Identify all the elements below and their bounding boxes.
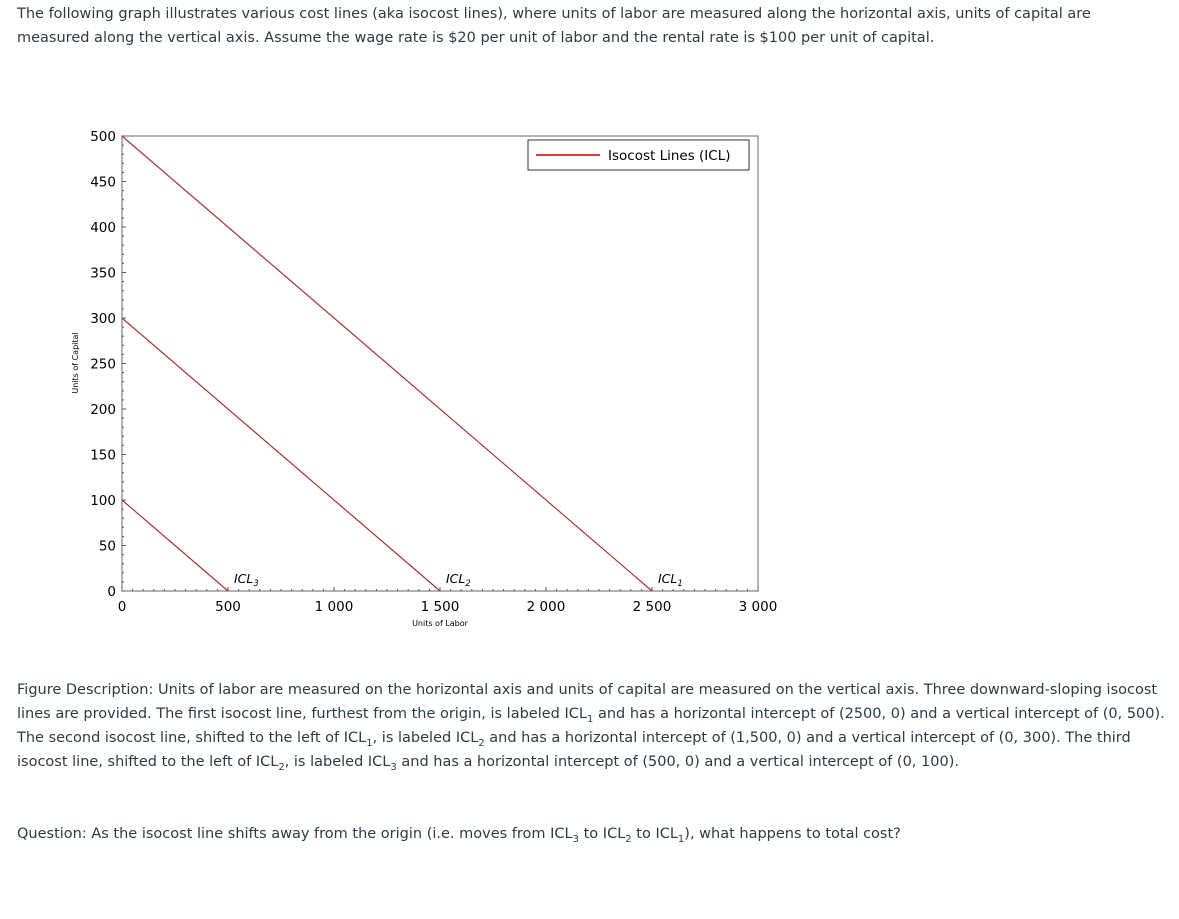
- x-axis-label: Units of Labor: [412, 619, 469, 628]
- question-part-3: to: [631, 826, 656, 842]
- question-part-1: Question: As the isocost line shifts awa…: [17, 826, 551, 842]
- x-tick-label: 2 000: [527, 599, 566, 615]
- y-tick-label: 450: [90, 175, 116, 191]
- x-axis-ticks: 0 500 1 000 1 500 2 000 2 500 3 000: [118, 587, 778, 615]
- desc-text-3: , is labeled: [372, 730, 456, 746]
- question-part-4: ), what happens to total cost?: [684, 826, 901, 842]
- isocost-line-icl3: [121, 499, 229, 592]
- isocost-line-labels: ICL1 ICL2 ICL3: [234, 571, 683, 589]
- y-tick-label: 0: [107, 584, 116, 600]
- question-icl-3: ICL: [655, 826, 678, 842]
- y-tick-label: 300: [90, 311, 116, 327]
- line-label-icl3: ICL3: [234, 571, 259, 589]
- y-tick-label: 350: [90, 266, 116, 282]
- plot-frame: [121, 135, 759, 592]
- desc-text-4: and has a horizontal intercept of (1,500…: [17, 730, 1131, 770]
- desc-text-5: , is labeled: [284, 754, 368, 770]
- x-tick-label: 0: [118, 599, 127, 615]
- question-icl-2: ICL: [602, 826, 626, 842]
- y-tick-label: 400: [90, 220, 116, 236]
- question-text: Question: As the isocost line shifts awa…: [17, 822, 1167, 846]
- desc-text-1: Figure Description: Units of labor are m…: [17, 682, 1158, 722]
- y-tick-label: 50: [99, 539, 116, 555]
- y-tick-label: 200: [90, 402, 116, 418]
- y-axis-ticks: 0 50 100 150 200 250 300 350 400 450 500: [90, 129, 126, 600]
- y-tick-label: 150: [90, 448, 116, 464]
- intro-text: The following graph illustrates various …: [17, 6, 1091, 46]
- x-tick-label: 1 000: [315, 599, 354, 615]
- figure-description: Figure Description: Units of labor are m…: [17, 678, 1172, 774]
- desc-icl-4-sub: 2: [278, 761, 285, 773]
- desc-icl-5-sub: 3: [390, 761, 397, 773]
- x-tick-label: 3 000: [739, 599, 778, 615]
- question-icl-1: ICL: [550, 826, 573, 842]
- legend-label: Isocost Lines (ICL): [608, 148, 731, 164]
- y-tick-label: 250: [90, 357, 116, 373]
- line-label-icl1: ICL1: [658, 571, 683, 589]
- desc-icl-3-sub: 2: [478, 737, 485, 749]
- desc-icl-5: ICL: [367, 754, 391, 770]
- desc-icl-3: ICL: [455, 730, 479, 746]
- question-icl-1-sub: 3: [572, 833, 580, 845]
- y-axis-label: Units of Capital: [71, 332, 80, 393]
- desc-icl-2: ICL: [343, 730, 367, 746]
- x-tick-label: 2 500: [633, 599, 672, 615]
- chart-svg: 0 50 100 150 200 250 300 350 400 450 500 0 500 1 000…: [71, 129, 778, 628]
- question-icl-3-sub: 1: [677, 833, 685, 845]
- desc-icl-1: ICL: [564, 706, 587, 722]
- isocost-chart: 0 50 100 150 200 250 300 350 400 450 500 0 500 1 000…: [60, 120, 800, 644]
- isocost-lines: [121, 135, 653, 592]
- isocost-line-icl2: [121, 317, 441, 592]
- x-tick-label: 1 500: [421, 599, 460, 615]
- desc-text-6: and has a horizontal intercept of (500, …: [396, 754, 959, 770]
- question-icl-2-sub: 2: [625, 833, 632, 845]
- question-part-2: to: [579, 826, 603, 842]
- x-tick-label: 500: [215, 599, 241, 615]
- isocost-line-icl1: [121, 135, 653, 592]
- desc-icl-2-sub: 1: [366, 737, 373, 749]
- y-tick-label: 100: [90, 493, 116, 509]
- line-label-icl2: ICL2: [446, 571, 471, 589]
- desc-icl-4: ICL: [255, 754, 279, 770]
- desc-icl-1-sub: 1: [586, 713, 594, 725]
- desc-text-2: and has a horizontal intercept of (2500,…: [17, 706, 1165, 746]
- legend: Isocost Lines (ICL): [527, 139, 750, 171]
- y-tick-label: 500: [90, 129, 116, 145]
